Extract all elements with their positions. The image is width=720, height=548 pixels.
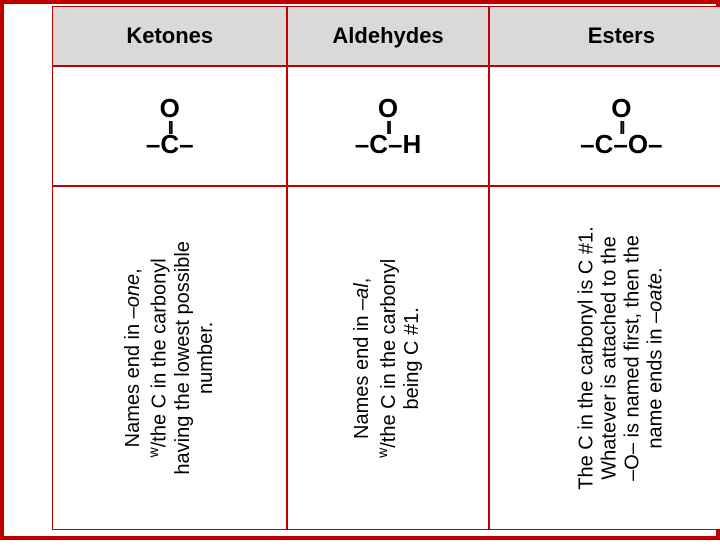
structure-ketones: O || –C– — [52, 66, 287, 186]
header-label: Esters — [588, 24, 655, 48]
header-aldehydes: Aldehydes — [287, 6, 488, 66]
carbon-line: –C–H — [355, 131, 421, 157]
header-esters: Esters — [489, 6, 720, 66]
header-label: Ketones — [126, 24, 213, 48]
header-label: Aldehydes — [332, 24, 443, 48]
structure-esters: O || –C–O– — [489, 66, 720, 186]
desc-ketones: Names end in –one,w/the C in the carbony… — [52, 186, 287, 530]
carbonyl-icon: O || –C– — [146, 95, 194, 157]
carbon-line: –C–O– — [580, 131, 662, 157]
desc-text: Names end in –al,w/the C in the carbonyl… — [352, 258, 425, 457]
desc-aldehydes: Names end in –al,w/the C in the carbonyl… — [287, 186, 488, 530]
desc-esters: The C in the carbonyl is C #1.Whatever i… — [489, 186, 720, 530]
carbonyl-icon: O || –C–O– — [580, 95, 662, 157]
carbonyl-icon: O || –C–H — [355, 95, 421, 157]
table-grid: Ketones Aldehydes Esters Carboxylic Acid… — [52, 6, 708, 530]
desc-text: The C in the carbonyl is C #1.Whatever i… — [575, 226, 667, 489]
desc-text: Names end in –one,w/the C in the carbony… — [122, 241, 218, 474]
header-ketones: Ketones — [52, 6, 287, 66]
structure-aldehydes: O || –C–H — [287, 66, 488, 186]
carbon-line: –C– — [146, 131, 194, 157]
